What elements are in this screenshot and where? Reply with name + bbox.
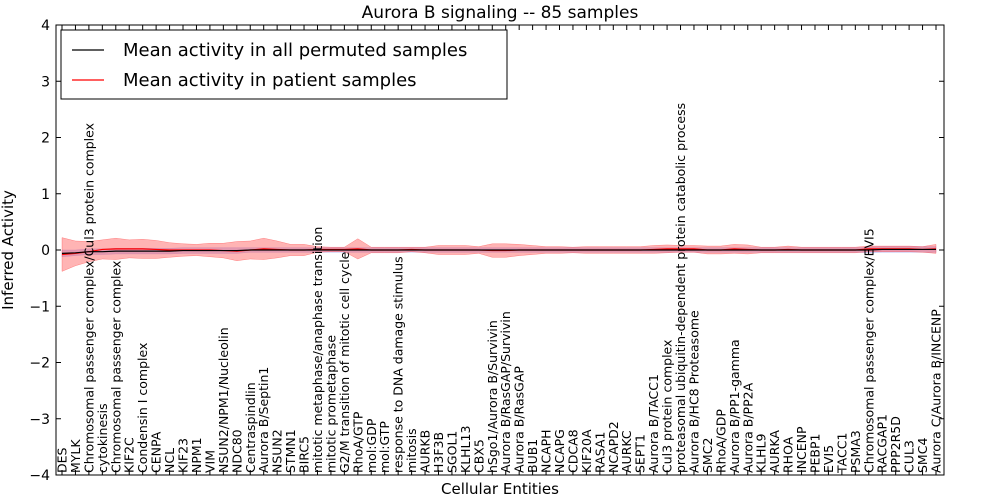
x-tick-label: Aurora B/HC8 Proteasome [686,310,701,473]
y-tick-label: 4 [41,18,50,34]
x-tick-label: SEPT1 [633,434,648,473]
x-tick-label: KIF23 [176,438,191,473]
x-tick-label: Chromosomal passenger complex [108,261,123,473]
x-tick-label: BIRC5 [297,436,312,473]
x-tick-label: NSUN2/NPM1/Nucleolin [216,327,231,473]
x-tick-label: NDC80 [229,429,244,473]
x-tick-label: G2/M transition of mitotic cell cycle [337,251,352,473]
x-tick-label: NCL [162,448,177,473]
x-tick-label: KLHL9 [754,433,769,473]
x-tick-label: TACC1 [834,433,849,474]
x-tick-label: SGOL1 [444,431,459,473]
y-tick-label: 2 [41,131,50,147]
legend: Mean activity in all permuted samples Mea… [60,29,508,100]
x-tick-label: mol:GTP [377,421,392,473]
plot-frame [55,24,945,476]
x-tick-label: cytokinesis [95,403,110,473]
x-tick-label: Condensin I complex [135,343,150,473]
y-tick-label: −4 [29,468,50,484]
x-axis-label: Cellular Entities [441,480,559,498]
x-tick-label: response to DNA damage stimulus [391,256,406,473]
x-tick-label: Centraspindlin [243,382,258,473]
x-tick-label: CBX5 [471,439,486,473]
confidence-bands [61,237,937,272]
y-tick-label: 0 [41,243,50,259]
x-tick-label: AURKA [767,430,782,473]
x-tick-label: RhoA/GTP [350,411,365,473]
x-tick-label: AURKC [619,430,634,473]
x-tick-label: Aurora B/TACC1 [646,374,661,473]
x-tick-label: MYLK [68,439,83,473]
y-tick-label: −2 [29,356,50,372]
x-tick-label: INCENP [794,426,809,473]
x-tick-label: SMC4 [915,438,930,473]
x-tick-label: Aurora C/Aurora B/INCENP [929,309,944,473]
x-tick-label: NPM1 [189,437,204,473]
chart-title: Aurora B signaling -- 85 samples [362,3,639,23]
x-tick-label: RASA1 [592,432,607,473]
x-tick-label: CUL3 [902,440,917,473]
x-tick-label: DES [55,447,70,473]
x-tick-label: NCAPD2 [606,421,621,473]
x-tick-label: PPP2R5D [888,416,903,473]
x-tick-label: Cul3 protein complex [660,340,675,473]
x-tick-label: H3F3B [431,432,446,473]
x-tick-label: VIM [202,450,217,473]
line-series-1 [61,248,936,254]
x-tick-label: NSUN2 [270,429,285,473]
y-tick-label: −3 [29,412,50,428]
legend-label-1: Mean activity in all permuted samples [123,40,467,61]
y-tick-label: −1 [29,299,50,315]
x-tick-label: AURKB [418,430,433,473]
x-tick-label: Aurora B/PP2A [740,382,755,473]
x-tick-label: mitosis [404,428,419,473]
x-tick-label: RACGAP1 [875,414,890,473]
y-axis-label: Inferred Activity [0,190,17,310]
y-tick-label: 3 [41,74,50,90]
x-tick-label: NCAPG [552,429,567,473]
x-tick-label: RHOA [781,436,796,473]
x-tick-label: BUB1 [525,439,540,473]
x-tick-label: Aurora B/Septin1 [256,367,271,473]
x-tick-label: NCAPH [539,429,554,473]
legend-label-2: Mean activity in patient samples [123,70,417,91]
series-lines [61,248,937,256]
x-tick-label: mitotic prometaphase [323,335,338,473]
band-series-2 [61,237,937,272]
x-tick-label: PSMA3 [848,430,863,473]
x-tick-label: hSgo1/Aurora B/Survivin [485,320,500,473]
x-tick-label: KIF2C [122,437,137,473]
y-tick-label: 1 [41,187,50,203]
x-tick-label: Chromosomal passenger complex/Cul3 prote… [81,123,96,473]
x-tick-label: CDCA8 [565,429,580,473]
x-tick-label: mol:GDP [364,418,379,473]
x-tick-label: proteasomal ubiquitin-dependent protein … [673,103,688,473]
legend-box [60,29,508,100]
x-tick-label: mitotic metaphase/anaphase transition [310,227,325,473]
x-tick-label: KIF20A [579,429,594,473]
x-tick-label: Chromosomal passenger complex/EVI5 [861,228,876,473]
x-tick-label: CENPA [149,431,164,473]
x-tick-label: PEBP1 [807,433,822,473]
x-tick-label: SMC2 [700,438,715,473]
x-tick-label: KLHL13 [458,426,473,473]
x-tick-label: RhoA/GDP [713,409,728,473]
x-tick-label: EVI5 [821,445,836,473]
x-tick-label: Aurora B/PP1-gamma [727,339,742,473]
x-tick-label: STMN1 [283,429,298,473]
x-tick-label: Aurora B/RasGAP [512,366,527,473]
y-axis-ticks: 4 3 2 1 0 −1 −2 −3 −4 [29,18,944,484]
x-tick-label: Aurora B/RasGAP/Survivin [498,311,513,473]
